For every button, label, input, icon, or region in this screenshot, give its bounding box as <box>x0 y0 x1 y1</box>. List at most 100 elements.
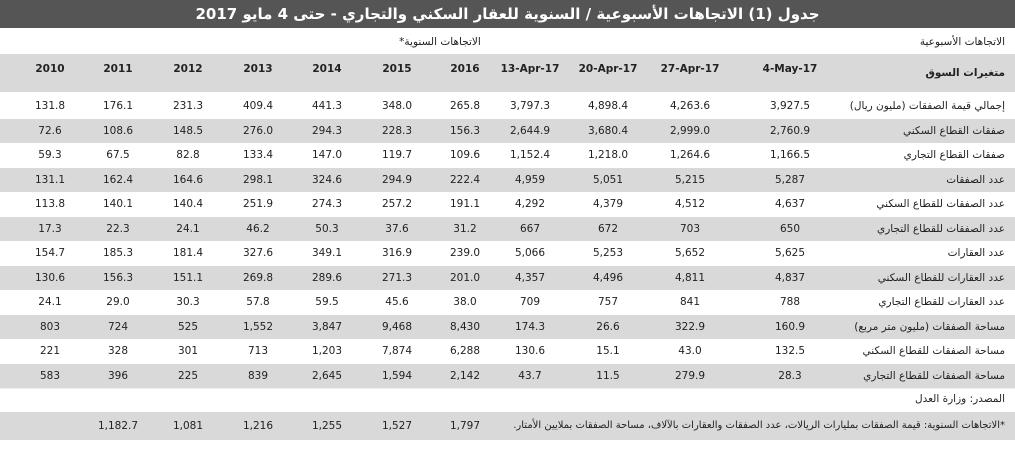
row-label: مساحة الصفقات للقطاع التجاري <box>863 369 1005 382</box>
table-row <box>0 192 1015 218</box>
table-cell: 67.5 <box>106 149 130 161</box>
table-cell: 154.7 <box>34 247 66 259</box>
column-header: 2011 <box>103 63 133 75</box>
table-cell: 1,594 <box>381 369 413 382</box>
row-label: مساحة الصفقات للقطاع السكني <box>862 345 1005 357</box>
row-label: عدد العقارات <box>947 247 1005 259</box>
table-cell: 349.1 <box>311 247 343 259</box>
table-cell: 2,142 <box>449 369 481 382</box>
column-header: 2012 <box>173 63 203 75</box>
table-cell: 147.0 <box>311 149 343 161</box>
column-header: متغيرات السوق <box>925 67 1005 79</box>
table-cell: 28.3 <box>778 369 802 382</box>
table-cell: 46.2 <box>246 222 270 235</box>
table-row <box>0 314 1015 340</box>
table-cell: 1,552 <box>242 320 274 333</box>
table-cell: 3,680.4 <box>587 124 629 137</box>
table-cell: 113.8 <box>34 198 66 210</box>
column-header: 2010 <box>35 63 65 75</box>
table-cell: 119.7 <box>381 149 413 161</box>
table-cell: 221 <box>39 345 61 357</box>
table-cell: 316.9 <box>381 247 413 259</box>
table-cell: 4,379 <box>592 198 624 210</box>
table-cell: 57.8 <box>246 296 270 308</box>
table-cell: 31.2 <box>453 222 477 235</box>
table-cell: 2,644.9 <box>509 124 551 137</box>
table-cell: 1,203 <box>311 345 343 357</box>
table-cell: 231.3 <box>172 100 204 112</box>
column-header: 2016 <box>450 63 480 75</box>
footnote-value: 1,081 <box>172 420 204 432</box>
table-cell: 72.6 <box>38 124 62 137</box>
table-cell: 148.5 <box>172 124 204 137</box>
table-cell: 251.9 <box>242 198 274 210</box>
table-cell: 17.3 <box>38 222 62 235</box>
table-cell: 328 <box>107 345 129 357</box>
table-cell: 1,264.6 <box>669 149 711 161</box>
table-cell: 409.4 <box>242 100 274 112</box>
table-cell: 30.3 <box>176 296 200 308</box>
table-cell: 4,496 <box>592 271 624 284</box>
table-cell: 191.1 <box>449 198 481 210</box>
table-cell: 5,652 <box>674 247 706 259</box>
table-cell: 156.3 <box>449 124 481 137</box>
table-cell: 176.1 <box>102 100 134 112</box>
table-cell: 133.4 <box>242 149 274 161</box>
footnote-row <box>0 412 1015 440</box>
table-cell: 43.0 <box>678 345 702 357</box>
table-cell: 151.1 <box>172 271 204 284</box>
table-cell: 257.2 <box>381 198 413 210</box>
table-cell: 396 <box>107 369 129 382</box>
table-cell: 22.3 <box>106 222 130 235</box>
table-cell: 2,999.0 <box>669 124 711 137</box>
table-cell: 4,512 <box>674 198 706 210</box>
table-cell: 788 <box>779 296 801 308</box>
table-cell: 5,215 <box>674 173 706 186</box>
table-cell: 228.3 <box>381 124 413 137</box>
table-cell: 9,468 <box>381 320 413 333</box>
table-cell: 322.9 <box>674 320 706 333</box>
table-cell: 59.5 <box>315 296 339 308</box>
table-cell: 225 <box>177 369 199 382</box>
table-cell: 108.6 <box>102 124 134 137</box>
table-cell: 1,166.5 <box>769 149 811 161</box>
column-header: 13-Apr-17 <box>500 63 560 75</box>
table-cell: 5,253 <box>592 247 624 259</box>
table-cell: 841 <box>679 296 701 308</box>
table-cell: 2,645 <box>311 369 343 382</box>
table-cell: 269.8 <box>242 271 274 284</box>
table-cell: 703 <box>679 222 701 235</box>
table-cell: 5,625 <box>774 247 806 259</box>
table-cell: 15.1 <box>596 345 620 357</box>
row-label: عدد العقارات للقطاع السكني <box>877 271 1005 284</box>
table-cell: 162.4 <box>102 173 134 186</box>
table-cell: 301 <box>177 345 199 357</box>
table-cell: 38.0 <box>453 296 477 308</box>
table-cell: 1,152.4 <box>509 149 551 161</box>
table-cell: 324.6 <box>311 173 343 186</box>
table-cell: 667 <box>519 222 541 235</box>
table-cell: 3,927.5 <box>769 100 811 112</box>
table-cell: 327.6 <box>242 247 274 259</box>
footnote-value: 1,255 <box>311 420 343 432</box>
table-cell: 839 <box>247 369 269 382</box>
footnote-value: 1,216 <box>242 420 274 432</box>
row-label: عدد الصفقات للقطاع التجاري <box>876 222 1005 235</box>
table-cell: 294.3 <box>311 124 343 137</box>
table-cell: 29.0 <box>106 296 130 308</box>
weekly-label: الاتجاهات الأسبوعية <box>919 36 1005 48</box>
table-row <box>0 290 1015 316</box>
row-label: عدد الصفقات للقطاع السكني <box>876 198 1005 210</box>
table-cell: 174.3 <box>514 320 546 333</box>
table-cell: 803 <box>39 320 61 333</box>
row-label: صفقات القطاع السكني <box>902 124 1005 137</box>
table-cell: 265.8 <box>449 100 481 112</box>
table-cell: 4,898.4 <box>587 100 629 112</box>
table-cell: 132.5 <box>774 345 806 357</box>
table-cell: 289.6 <box>311 271 343 284</box>
footnote-value: 1,182.7 <box>97 420 139 432</box>
table-cell: 4,811 <box>674 271 706 284</box>
table-cell: 713 <box>247 345 269 357</box>
table-cell: 2,760.9 <box>769 124 811 137</box>
table-cell: 131.8 <box>34 100 66 112</box>
